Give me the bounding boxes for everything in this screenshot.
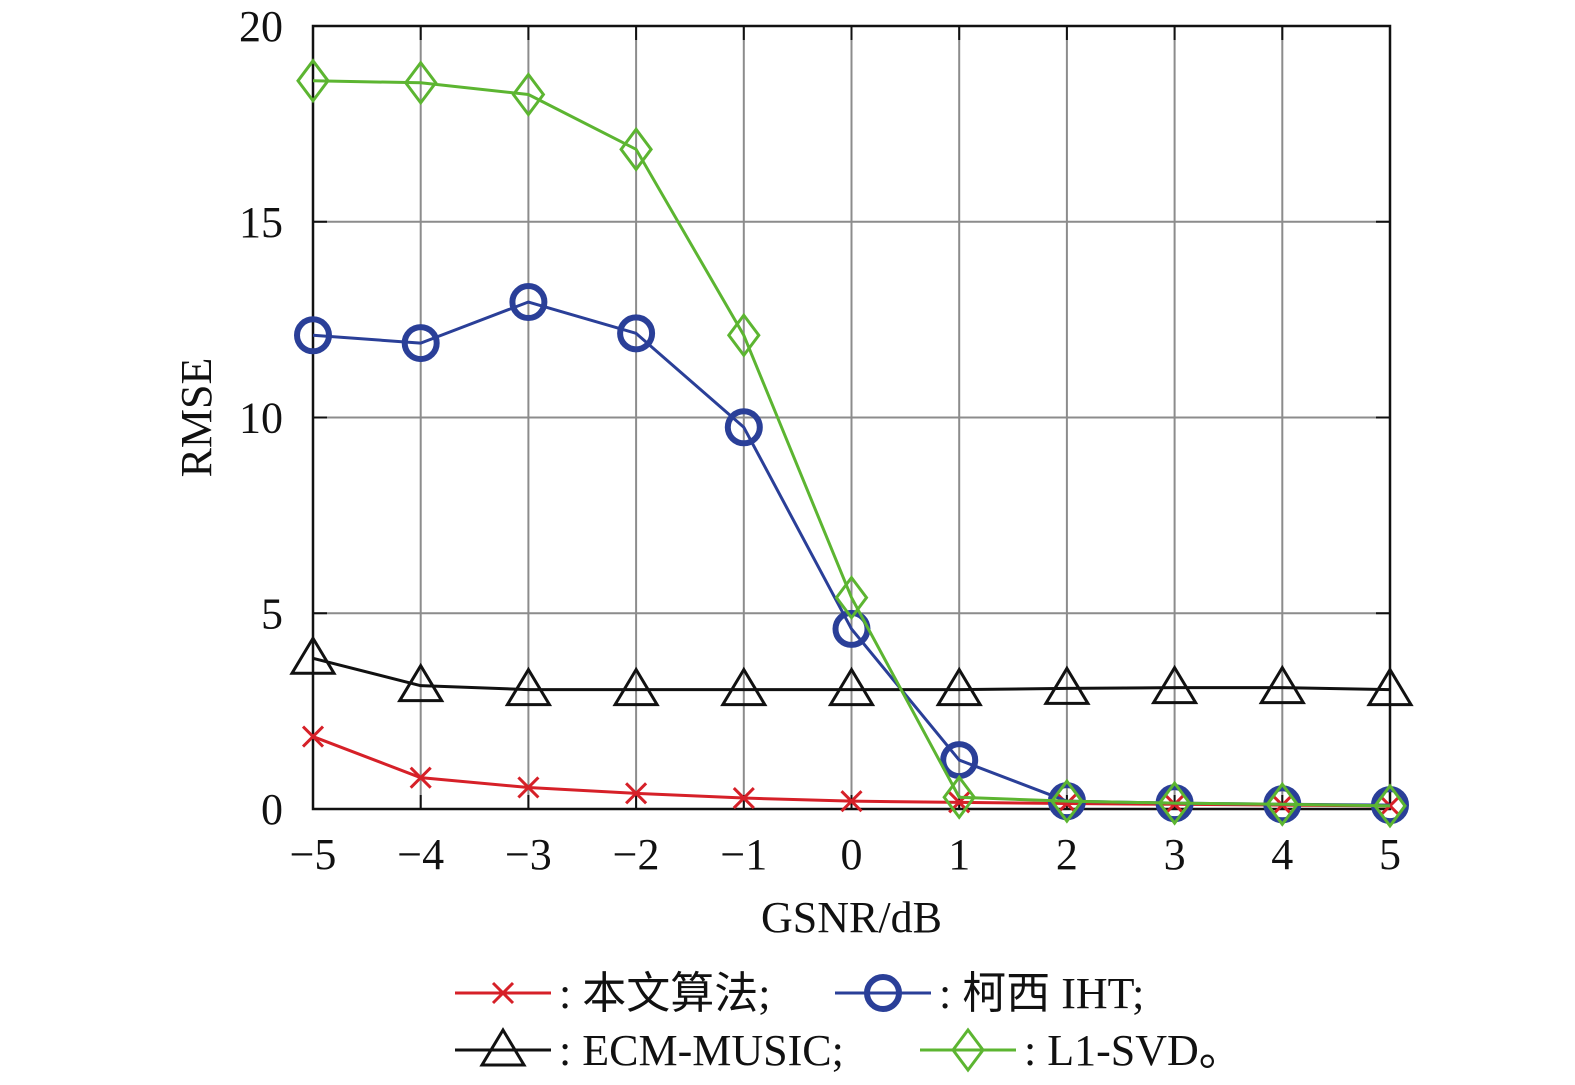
data-point [511, 72, 546, 118]
series-diamond [296, 58, 1407, 829]
data-point [724, 408, 763, 447]
y-tick-label: 15 [239, 198, 283, 247]
x-tick-label: −4 [397, 830, 444, 879]
data-point [1258, 664, 1306, 705]
data-point [726, 312, 761, 358]
axis-ticks [312, 25, 1391, 810]
legend-entry: : 本文算法; [455, 969, 770, 1018]
legend-marker [491, 981, 515, 1005]
data-point [296, 58, 330, 104]
grid-lines [312, 25, 1391, 810]
data-point [720, 666, 768, 707]
x-tick-label: −2 [613, 830, 660, 879]
data-point [1050, 778, 1084, 824]
data-point [1043, 665, 1091, 705]
marker-stroke [840, 790, 863, 813]
data-point [935, 666, 983, 707]
data-point [612, 666, 660, 707]
marker-stroke [409, 766, 432, 789]
legend-entry: : 柯西 IHT; [835, 969, 1144, 1018]
x-tick-label: 2 [1056, 830, 1078, 879]
marker-stroke [732, 786, 755, 810]
legend-label: : L1-SVD。 [1024, 1026, 1243, 1075]
data-point [294, 316, 332, 355]
marker-stroke [517, 776, 540, 799]
data-point [834, 575, 869, 621]
x-tick-label: −1 [720, 830, 767, 879]
data-point [625, 782, 648, 805]
data-point [617, 314, 656, 353]
legend-label: : 柯西 IHT; [939, 969, 1144, 1018]
legend-marker [864, 974, 902, 1012]
x-axis-title: GSNR/dB [761, 893, 942, 942]
x-tick-label: 1 [948, 830, 970, 879]
marker-stroke [491, 981, 515, 1005]
data-point [827, 666, 876, 707]
data-point [1366, 666, 1414, 707]
y-tick-label: 20 [239, 2, 283, 51]
series-line [312, 79, 1391, 808]
data-point [1157, 780, 1192, 826]
y-tick-label: 5 [261, 589, 283, 638]
data-point [1373, 783, 1407, 829]
y-tick-label: 10 [239, 394, 283, 443]
legend-label: : 本文算法; [559, 969, 770, 1018]
series-triangle [289, 635, 1414, 707]
data-point [1150, 664, 1199, 705]
tick-labels: −5 −4 −3 −2 −1 0 1 2 3 4 5 0 5 10 15 20 [239, 2, 1401, 879]
data-point [1265, 781, 1300, 827]
series-line [312, 656, 1391, 692]
data-point [509, 283, 548, 322]
legend-entry: : ECM-MUSIC; [455, 1026, 844, 1075]
x-tick-label: 3 [1164, 830, 1186, 879]
marker-stroke [625, 782, 648, 805]
x-tick-label: −5 [290, 830, 337, 879]
data-point [619, 126, 653, 172]
legend-entry: : L1-SVD。 [920, 1026, 1243, 1075]
legend-marker [951, 1027, 985, 1073]
legend: : 本文算法; : 柯西 IHT; : ECM-MUSIC; : L1-SVD。 [455, 969, 1243, 1075]
data-point [732, 786, 755, 810]
data-point [397, 662, 445, 703]
marker-stroke [301, 725, 325, 748]
data-point [942, 774, 977, 820]
data-point [401, 324, 440, 363]
x-tick-label: 0 [841, 830, 863, 879]
y-axis-title: RMSE [172, 358, 221, 478]
data-point [504, 666, 553, 707]
data-point [289, 635, 337, 675]
data-point [517, 776, 540, 799]
x-tick-label: 4 [1271, 830, 1293, 879]
legend-marker [479, 1027, 527, 1067]
data-point [301, 725, 325, 748]
data-point [403, 60, 438, 106]
y-tick-label: 0 [261, 785, 283, 834]
x-tick-label: −3 [505, 830, 552, 879]
data-point [409, 766, 432, 789]
legend-label: : ECM-MUSIC; [559, 1026, 844, 1075]
data-point [840, 790, 863, 813]
x-tick-label: 5 [1379, 830, 1401, 879]
data-series [289, 58, 1414, 829]
